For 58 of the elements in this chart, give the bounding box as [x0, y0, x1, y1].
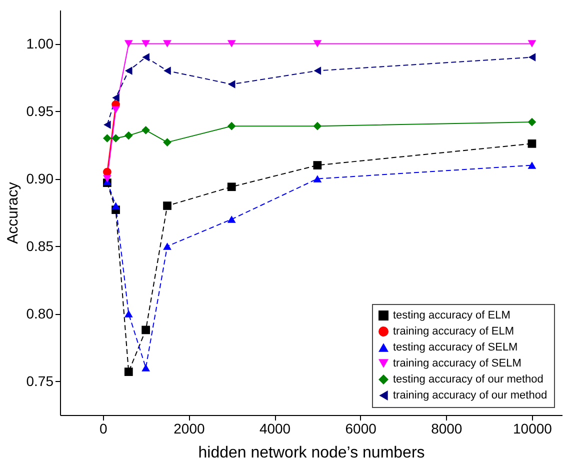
- y-tick-label: 0.75: [26, 372, 54, 389]
- y-tick-label: 0.85: [26, 238, 54, 254]
- point: [528, 118, 536, 126]
- point: [124, 131, 133, 140]
- legend-label: training accuracy of SELM: [393, 358, 522, 370]
- point: [142, 364, 150, 372]
- point: [112, 202, 120, 210]
- point: [313, 40, 322, 48]
- point: [142, 53, 150, 62]
- point: [124, 368, 133, 376]
- y-axis-title: Accuracy: [4, 182, 22, 244]
- point: [228, 80, 236, 88]
- point: [112, 94, 120, 102]
- point: [112, 134, 120, 142]
- legend-label: testing accuracy of ELM: [393, 310, 510, 322]
- x-tick-label: 8000: [431, 420, 462, 436]
- y-tick-label: 0.80: [26, 305, 54, 322]
- point: [103, 168, 112, 176]
- x-tick-label: 0: [100, 420, 108, 436]
- point: [313, 175, 322, 182]
- point: [125, 66, 132, 75]
- point: [227, 216, 236, 223]
- point: [142, 126, 150, 134]
- x-tick-label: 4000: [259, 420, 291, 436]
- point: [528, 162, 536, 169]
- point: [227, 40, 236, 48]
- point: [163, 202, 172, 210]
- point: [528, 40, 536, 48]
- point: [528, 53, 536, 62]
- point: [313, 122, 322, 130]
- point: [142, 40, 150, 48]
- y-tick-label: 0.95: [26, 102, 54, 119]
- point: [163, 138, 172, 146]
- x-tick-label: 2000: [174, 420, 205, 436]
- point: [227, 122, 236, 130]
- point: [163, 40, 172, 48]
- point: [124, 310, 133, 318]
- legend-label: testing accuracy of our method: [393, 374, 544, 386]
- legend-label: training accuracy of our method: [393, 390, 548, 402]
- point: [314, 66, 322, 75]
- y-tick-label: 0.90: [26, 170, 54, 186]
- point: [164, 66, 171, 75]
- point: [313, 161, 322, 170]
- point: [142, 326, 150, 334]
- x-axis-title: hidden network node’s numbers: [198, 444, 425, 462]
- point: [528, 139, 536, 148]
- point: [163, 242, 172, 250]
- x-tick-label: 6000: [345, 420, 377, 436]
- point: [103, 175, 112, 182]
- point: [103, 134, 112, 142]
- y-tick-label: 1.00: [26, 35, 54, 52]
- point: [124, 40, 133, 48]
- legend-label: training accuracy of ELM: [393, 326, 514, 338]
- legend-label: testing accuracy of SELM: [393, 342, 518, 354]
- x-tick-label: 10000: [512, 420, 552, 436]
- point: [104, 120, 111, 129]
- point: [112, 106, 120, 114]
- point: [227, 182, 236, 192]
